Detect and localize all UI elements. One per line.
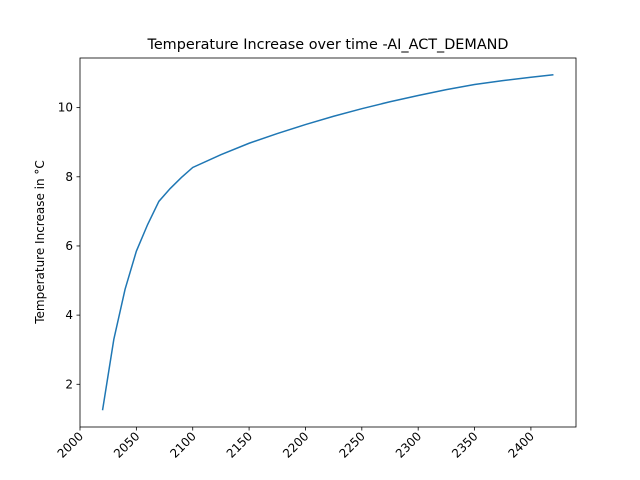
- x-tick-label: 2200: [280, 429, 311, 460]
- x-tick-label: 2150: [224, 429, 255, 460]
- plot-frame: [79, 57, 577, 428]
- y-tick-label: 6: [65, 239, 73, 253]
- chart-title: Temperature Increase over time -AI_ACT_D…: [146, 37, 508, 53]
- x-tick-label: 2400: [506, 429, 537, 460]
- line-series: [101, 74, 554, 411]
- x-axis-label: Year: [314, 478, 340, 480]
- x-tick-label: 2100: [167, 429, 198, 460]
- x-tick-label: 2300: [393, 429, 424, 460]
- y-tick-label: 4: [65, 308, 73, 322]
- x-tick-label: 2250: [336, 429, 367, 460]
- x-tick-label: 2050: [111, 429, 142, 460]
- y-tick-label: 2: [65, 377, 73, 391]
- x-tick-label: 2000: [55, 429, 86, 460]
- y-axis-label: Temperature Increase in °C: [33, 160, 47, 325]
- x-tick-label: 2350: [449, 429, 480, 460]
- y-tick-label: 10: [58, 101, 73, 115]
- y-tick-label: 8: [65, 170, 73, 184]
